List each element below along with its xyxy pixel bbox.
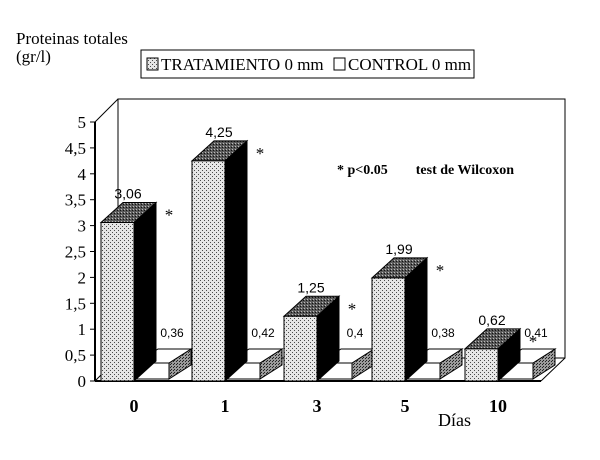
treatment-value-label: 1,25 [297,279,324,295]
treatment-value-label: 0,62 [478,312,505,328]
y-axis-title-line2: (gr/l) [16,47,51,66]
y-tick-label: 4 [78,165,87,184]
treatment-bar-front [191,160,226,382]
y-axis-title-line1: Proteinas totales [16,29,128,48]
y-axis-top [94,98,119,123]
y-tick-label: 0,5 [65,346,86,365]
floor-right-edge [540,357,566,382]
x-axis-title: Días [438,410,471,430]
treatment-value-label: 4,25 [205,124,232,140]
y-tick-label: 3,5 [65,191,86,210]
treatment-bar-front [100,221,135,382]
treatment-bar-front [283,315,318,382]
treatment-bar-front [464,348,499,382]
legend-swatch-control [333,57,346,71]
treatment-bar-side [224,139,248,383]
bars: 0,363,06*0,424,25*0,41,25*0,381,99*0,410… [99,124,557,383]
x-tick-label: 10 [489,396,507,416]
treatment-value-label: 1,99 [385,241,412,257]
y-tick-label: 4,5 [65,139,86,158]
y-tick-label: 3 [78,217,87,236]
legend: TRATAMIENTO 0 mm CONTROL 0 mm [140,49,475,79]
significance-note: * p<0.05 test de Wilcoxon [337,163,514,178]
y-tick-label: 2 [78,268,87,287]
x-axis-ticks: 0 1 3 5 10 [130,396,508,416]
treatment-bar [99,201,158,383]
y-axis-ticks: 0 0,5 1 1,5 2 2,5 3 3,5 4 4,5 5 [65,113,95,391]
significance-star: * [529,332,538,351]
significance-star: * [256,144,265,163]
control-value-label: 0,38 [431,326,455,340]
y-tick-label: 5 [78,113,87,132]
control-value-label: 0,36 [160,326,184,340]
significance-star: * [165,205,174,224]
legend-label-control: CONTROL 0 mm [348,55,471,74]
legend-label-treatment: TRATAMIENTO 0 mm [161,55,324,74]
treatment-bar-front [371,277,406,382]
x-tick-label: 5 [401,396,410,416]
treatment-value-label: 3,06 [114,185,141,201]
treatment-bar [463,327,522,383]
control-value-label: 0,42 [251,326,275,340]
control-value-label: 0,41 [524,326,548,340]
x-tick-label: 1 [221,396,230,416]
y-tick-label: 1,5 [65,294,86,313]
treatment-bar [190,139,249,383]
treatment-bar-side [133,201,157,383]
control-value-label: 0,4 [347,326,364,340]
significance-star: * [436,261,445,280]
x-tick-label: 3 [313,396,322,416]
y-tick-label: 1 [78,320,87,339]
x-tick-label: 0 [130,396,139,416]
significance-star: * [348,299,357,318]
treatment-bar-side [404,256,428,383]
treatment-bar [370,256,429,383]
treatment-bar [282,295,341,383]
legend-swatch-treatment [146,57,159,71]
legend-box [140,49,475,79]
y-tick-label: 0 [78,372,87,391]
y-tick-label: 2,5 [65,243,86,262]
